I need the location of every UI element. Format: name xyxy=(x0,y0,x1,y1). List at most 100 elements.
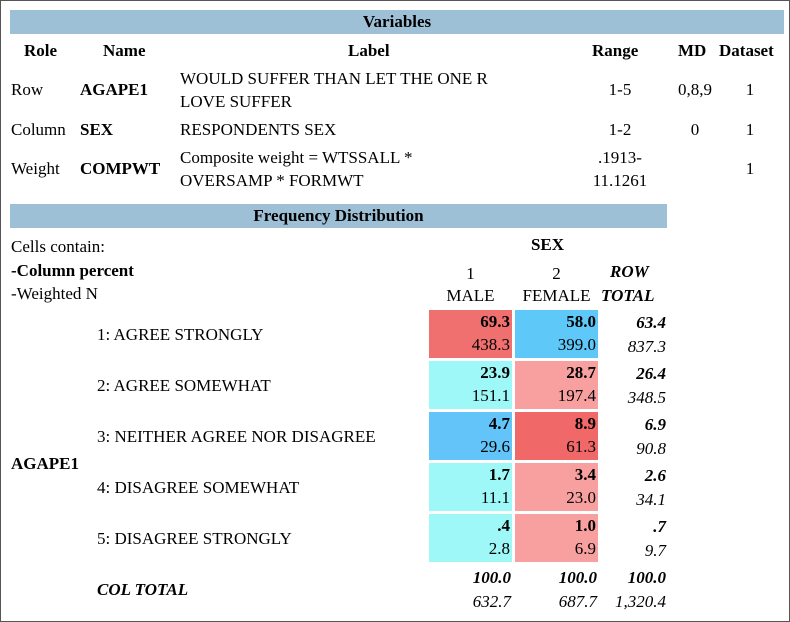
var-range: .1913- xyxy=(598,148,642,167)
legend-weighted-n: -Weighted N xyxy=(11,284,98,303)
row-total-percent: 2.6 xyxy=(644,466,666,485)
cells-contain-label: Cells contain: xyxy=(11,237,105,256)
category-label: 2: AGREE SOMEWHAT xyxy=(97,376,271,395)
header-name: Name xyxy=(103,41,146,60)
var-dataset: 1 xyxy=(745,159,755,178)
col2-code: 2 xyxy=(552,264,561,283)
cell-female: 58.0 399.0 xyxy=(515,310,598,358)
row-total-cell: .7 9.7 xyxy=(596,517,666,561)
grand-total-n: 1,320.4 xyxy=(615,592,666,611)
var-range-cont: 11.1261 xyxy=(592,171,648,190)
var-name: COMPWT xyxy=(80,159,161,178)
col-total-n: 632.7 xyxy=(472,592,511,611)
row-total-percent: .7 xyxy=(653,517,666,536)
cell-female: 8.9 61.3 xyxy=(515,412,598,460)
var-name: SEX xyxy=(80,120,114,139)
row-total-n: 348.5 xyxy=(627,388,666,407)
category-label: 5: DISAGREE STRONGLY xyxy=(97,529,292,548)
var-label: RESPONDENTS SEX xyxy=(180,120,337,139)
weighted-n: 11.1 xyxy=(480,488,510,507)
var-range: 1-5 xyxy=(608,80,632,99)
column-percent: 23.9 xyxy=(480,363,510,382)
header-range: Range xyxy=(592,41,639,60)
row-total-header-cont: TOTAL xyxy=(601,286,655,305)
column-percent: 69.3 xyxy=(480,312,510,331)
var-md: 0 xyxy=(690,120,700,139)
col-total-male: 100.0 632.7 xyxy=(441,568,511,612)
category-label: 1: AGREE STRONGLY xyxy=(97,325,264,344)
weighted-n: 197.4 xyxy=(557,386,596,405)
cell-female: 3.4 23.0 xyxy=(515,463,598,511)
row-total-percent: 63.4 xyxy=(636,313,666,332)
grand-total-percent: 100.0 xyxy=(627,568,666,587)
column-percent: 28.7 xyxy=(566,363,596,382)
cell-female: 1.0 6.9 xyxy=(515,514,598,562)
column-percent: 58.0 xyxy=(566,312,596,331)
col-total-percent: 100.0 xyxy=(472,568,511,587)
row-total-percent: 26.4 xyxy=(636,364,666,383)
row-total-cell: 2.6 34.1 xyxy=(596,466,666,510)
var-label: WOULD SUFFER THAN LET THE ONE R xyxy=(180,69,488,88)
row-total-n: 90.8 xyxy=(636,439,666,458)
col1-name: MALE xyxy=(446,286,495,305)
col-total-female: 100.0 687.7 xyxy=(527,568,597,612)
col1-code: 1 xyxy=(466,264,475,283)
cell-male: 23.9 151.1 xyxy=(429,361,512,409)
row-total-percent: 6.9 xyxy=(644,415,666,434)
row-total-cell: 26.4 348.5 xyxy=(596,364,666,408)
column-percent: 8.9 xyxy=(574,414,596,433)
column-percent: .4 xyxy=(497,516,510,535)
var-label-cont: LOVE SUFFER xyxy=(180,92,292,111)
weighted-n: 23.0 xyxy=(566,488,596,507)
category-label: 4: DISAGREE SOMEWHAT xyxy=(97,478,300,497)
column-percent: 4.7 xyxy=(488,414,510,433)
cell-male: 4.7 29.6 xyxy=(429,412,512,460)
header-label: Label xyxy=(348,41,390,60)
column-percent: 1.7 xyxy=(488,465,510,484)
row-total-cell: 6.9 90.8 xyxy=(596,415,666,459)
column-percent: 3.4 xyxy=(574,465,596,484)
row-total-header: ROW xyxy=(610,262,649,281)
column-percent: 1.0 xyxy=(574,516,596,535)
weighted-n: 29.6 xyxy=(480,437,510,456)
col-total-label: COL TOTAL xyxy=(97,580,189,599)
category-label: 3: NEITHER AGREE NOR DISAGREE xyxy=(97,427,376,446)
row-total-n: 9.7 xyxy=(644,541,666,560)
cell-male: .4 2.8 xyxy=(429,514,512,562)
var-dataset: 1 xyxy=(745,80,755,99)
var-label-cont: OVERSAMP * FORMWT xyxy=(180,171,364,190)
var-dataset: 1 xyxy=(745,120,755,139)
legend-column-percent: -Column percent xyxy=(11,261,134,280)
weighted-n: 438.3 xyxy=(471,335,510,354)
row-total-cell: 63.4 837.3 xyxy=(596,313,666,357)
col-total-percent: 100.0 xyxy=(558,568,597,587)
row-total-n: 837.3 xyxy=(627,337,666,356)
variables-title-bar: Variables xyxy=(10,10,784,34)
freq-title: Frequency Distribution xyxy=(253,206,424,225)
weighted-n: 399.0 xyxy=(557,335,596,354)
variables-title: Variables xyxy=(362,12,432,31)
var-name: AGAPE1 xyxy=(80,80,148,99)
cell-male: 1.7 11.1 xyxy=(429,463,512,511)
grand-total: 100.0 1,320.4 xyxy=(596,568,666,612)
var-role: Weight xyxy=(11,159,60,178)
weighted-n: 151.1 xyxy=(471,386,510,405)
col-total-n: 687.7 xyxy=(558,592,597,611)
cell-male: 69.3 438.3 xyxy=(429,310,512,358)
header-dataset: Dataset xyxy=(719,41,774,60)
weighted-n: 61.3 xyxy=(566,437,596,456)
var-role: Column xyxy=(11,120,66,139)
var-label: Composite weight = WTSSALL * xyxy=(180,148,413,167)
cell-female: 28.7 197.4 xyxy=(515,361,598,409)
header-role: Role xyxy=(24,41,58,60)
var-md: 0,8,9 xyxy=(678,80,712,99)
column-variable-name: SEX xyxy=(530,235,565,254)
col2-name: FEMALE xyxy=(522,286,591,305)
weighted-n: 6.9 xyxy=(574,539,596,558)
weighted-n: 2.8 xyxy=(488,539,510,558)
row-variable-name: AGAPE1 xyxy=(11,454,79,473)
freq-title-bar: Frequency Distribution xyxy=(10,204,667,228)
var-range: 1-2 xyxy=(608,120,632,139)
header-md: MD xyxy=(678,41,707,60)
var-role: Row xyxy=(11,80,44,99)
